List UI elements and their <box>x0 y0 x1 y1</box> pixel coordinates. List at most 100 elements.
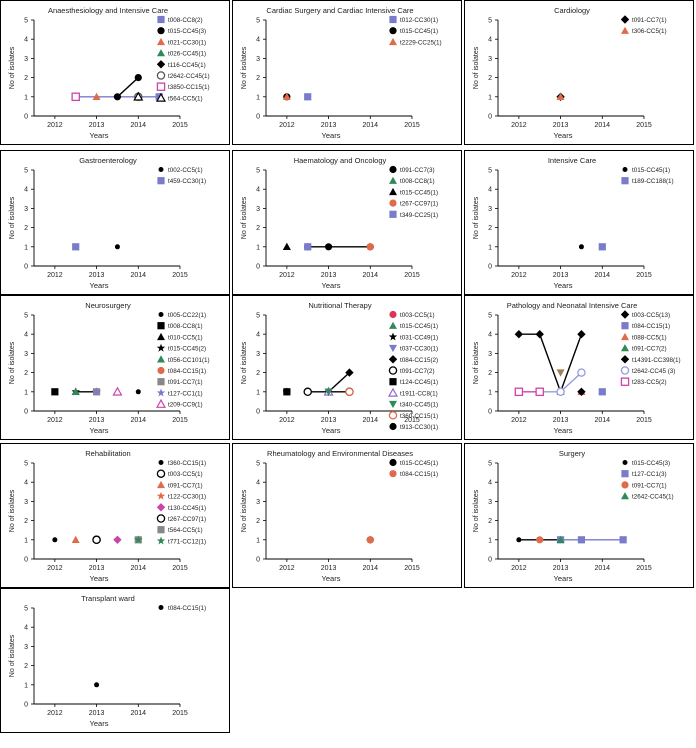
legend-label: t3850-CC15(1) <box>168 84 210 91</box>
data-point <box>304 243 312 251</box>
chart-panel: Neurosurgery 0 1 2 3 4 5 2012 2013 2014 2015 Years N… <box>0 295 230 440</box>
chart-panel: Rheumatology and Environmental Diseases 0… <box>232 443 462 588</box>
chart-title: Rehabilitation <box>85 449 130 458</box>
data-point <box>577 536 586 544</box>
legend-marker <box>389 310 397 319</box>
x-tick-label: 2014 <box>130 417 146 424</box>
legend-label: t084-CC15(1) <box>632 323 670 330</box>
legend-label: t091-CC7(1) <box>632 482 667 489</box>
y-tick-label: 4 <box>24 480 28 487</box>
y-tick-label: 4 <box>24 37 28 44</box>
chart-title: Rheumatology and Environmental Diseases <box>267 449 413 458</box>
legend-label: t088-CC5(1) <box>632 334 667 341</box>
panel-border <box>464 0 694 145</box>
x-tick-label: 2014 <box>594 565 610 572</box>
series-line <box>116 77 139 98</box>
chart-panel: Intensive Care 0 1 2 3 4 5 2012 2013 2014 2015 Year… <box>464 150 694 295</box>
legend-label: t360-CC15(1) <box>168 460 206 467</box>
x-tick-label: 2015 <box>636 272 652 279</box>
legend-marker <box>387 387 399 397</box>
y-tick-label: 4 <box>488 37 492 44</box>
y-tick-label: 3 <box>24 644 28 651</box>
y-tick-label: 0 <box>488 264 492 271</box>
x-tick-label: 2012 <box>47 565 63 572</box>
legend-label: t008-CC8(2) <box>168 17 203 24</box>
data-point <box>556 369 565 377</box>
y-tick-label: 4 <box>24 625 28 632</box>
legend-marker <box>389 400 397 409</box>
y-tick-label: 0 <box>488 409 492 416</box>
legend-marker <box>157 378 165 386</box>
legend-label: t012-CC30(1) <box>400 17 438 24</box>
legend-marker <box>620 377 630 386</box>
legend-marker <box>389 27 397 35</box>
legend-marker <box>621 492 629 500</box>
legend-label: t015-CC45(1) <box>400 28 438 35</box>
legend-label: t209-CC9(1) <box>168 402 203 409</box>
x-tick-label: 2013 <box>89 565 105 572</box>
chart-title: Intensive Care <box>548 156 596 165</box>
data-point <box>92 92 101 100</box>
data-point <box>135 389 141 395</box>
y-tick-label: 3 <box>256 351 260 358</box>
y-tick-label: 1 <box>24 244 28 251</box>
data-point <box>556 535 565 543</box>
y-tick-label: 4 <box>256 332 260 339</box>
y-tick-label: 0 <box>488 114 492 121</box>
data-point <box>556 387 565 397</box>
y-tick-label: 2 <box>24 225 28 232</box>
x-tick-label: 2014 <box>594 122 610 129</box>
legend-label: t010-CC5(1) <box>168 334 203 341</box>
legend-marker <box>388 355 398 364</box>
x-tick-label: 2013 <box>321 122 337 129</box>
y-tick-label: 3 <box>488 206 492 213</box>
data-point <box>52 537 58 543</box>
y-tick-label: 1 <box>488 94 492 101</box>
legend-label: t015-CC45(3) <box>632 460 670 467</box>
y-tick-label: 2 <box>24 663 28 670</box>
chart-title: Gastroenterology <box>79 156 137 165</box>
x-axis-label: Years <box>322 131 341 140</box>
data-point <box>133 91 144 101</box>
data-point <box>324 243 333 251</box>
data-point <box>345 387 354 397</box>
legend-label: t459-CC30(1) <box>168 178 206 185</box>
data-point <box>92 387 101 396</box>
y-tick-label: 4 <box>488 187 492 194</box>
legend-marker <box>157 526 165 534</box>
data-point <box>282 242 291 250</box>
legend-label: t771-CC12(1) <box>168 538 206 545</box>
legend-label: t283-CC5(2) <box>632 379 667 386</box>
legend-label: t340-CC45(1) <box>400 402 438 409</box>
x-tick-label: 2012 <box>511 272 527 279</box>
legend-marker <box>156 71 166 80</box>
y-tick-label: 3 <box>256 56 260 63</box>
y-tick-label: 2 <box>488 370 492 377</box>
x-tick-label: 2015 <box>172 565 188 572</box>
legend-marker <box>156 503 166 512</box>
legend-marker <box>620 366 630 375</box>
x-axis-label: Years <box>322 574 341 583</box>
legend-marker <box>155 92 167 102</box>
legend-label: t091-CC7(1) <box>168 379 203 386</box>
x-tick-label: 2013 <box>321 272 337 279</box>
legend-label: t015-CC45(1) <box>400 189 438 196</box>
x-tick-label: 2015 <box>636 122 652 129</box>
panel-border <box>0 0 230 145</box>
x-axis-label: Years <box>322 426 341 435</box>
data-point <box>598 388 606 396</box>
y-tick-label: 2 <box>24 370 28 377</box>
legend-label: t026-CC45(1) <box>168 51 206 58</box>
legend-marker <box>157 15 165 24</box>
y-tick-label: 1 <box>256 537 260 544</box>
data-point <box>303 387 312 397</box>
legend-label: t084-CC15(1) <box>400 471 438 478</box>
legend-label: t015-CC45(2) <box>168 346 206 353</box>
legend-label: t084-CC15(1) <box>168 368 206 375</box>
legend-marker <box>389 187 397 196</box>
x-axis-label: Years <box>90 574 109 583</box>
chart-panel: Haematology and Oncology 0 1 2 3 4 5 2012 2013 20… <box>232 150 462 295</box>
legend-label: t002-CC5(1) <box>168 167 203 174</box>
y-tick-label: 2 <box>488 225 492 232</box>
legend-label: t2642-CC45 (3) <box>632 368 675 375</box>
